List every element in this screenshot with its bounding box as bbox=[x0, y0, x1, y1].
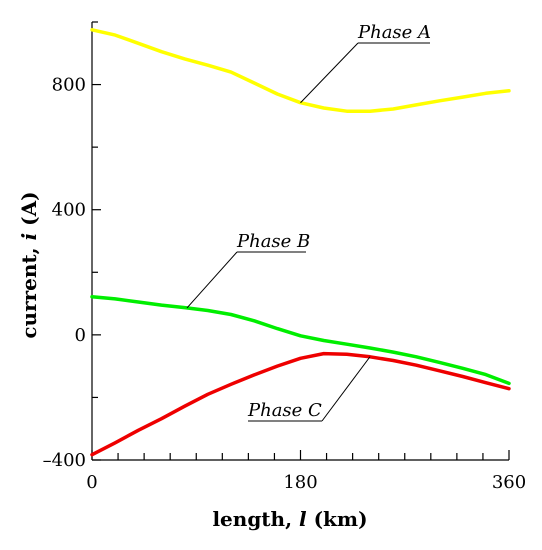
label-leader-phase-c bbox=[321, 356, 371, 422]
series-label-phase-a: Phase A bbox=[357, 22, 431, 43]
y-axis-title: current, i (A) bbox=[17, 191, 41, 338]
labels-layer: Phase A Phase B Phase C bbox=[186, 22, 431, 422]
y-tick-label: 0 bbox=[75, 325, 86, 346]
series-line-phase-c bbox=[90, 351, 511, 457]
series-line-phase-a bbox=[90, 28, 511, 113]
x-axis-title: length, l (km) bbox=[212, 507, 367, 531]
x-tick-label: 360 bbox=[492, 472, 526, 493]
label-leader-phase-b bbox=[186, 251, 238, 309]
x-tick-label: 180 bbox=[283, 472, 317, 493]
y-tick-label: 400 bbox=[52, 200, 86, 221]
x-tick-label: 0 bbox=[86, 472, 97, 493]
y-tick-label: 800 bbox=[52, 75, 86, 96]
y-tick-label: –400 bbox=[43, 450, 86, 471]
series-label-phase-b: Phase B bbox=[236, 231, 310, 252]
series-label-phase-c: Phase C bbox=[247, 400, 322, 421]
label-leader-phase-a bbox=[300, 42, 359, 104]
series-line-phase-b bbox=[90, 294, 511, 386]
